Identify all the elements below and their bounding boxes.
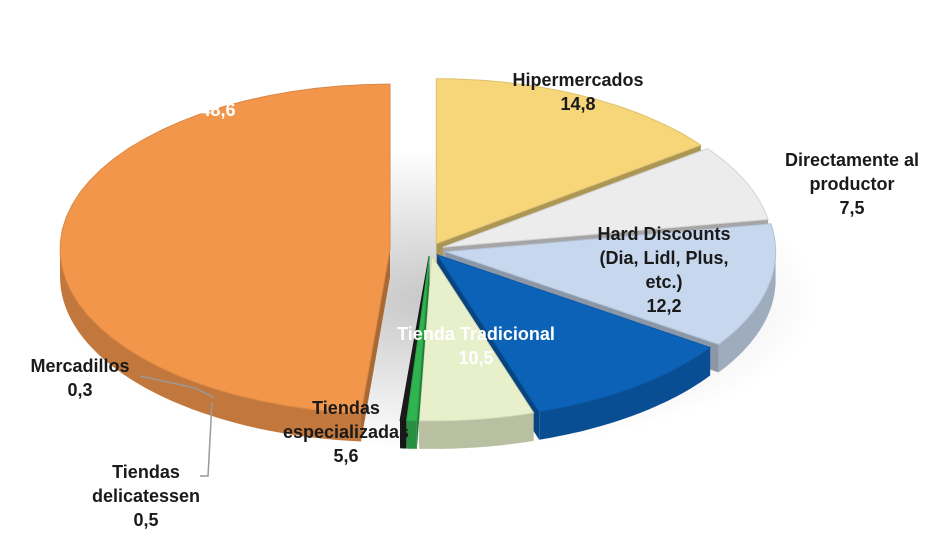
- slice-side: [406, 420, 417, 449]
- value-label: 0,5: [133, 510, 159, 530]
- category-label: Hipermercados: [512, 70, 644, 90]
- slice: [59, 83, 391, 415]
- data-label: Tiendas especializadas 5,6: [271, 396, 421, 468]
- value-label: 10,5: [458, 348, 494, 368]
- slice-side: [60, 249, 361, 442]
- slice-side: [539, 347, 711, 440]
- category-label: Supermercados: [149, 76, 287, 96]
- slice: [445, 223, 777, 345]
- leader-line: [139, 375, 216, 399]
- category-label: Tiendas delicatessen: [91, 462, 201, 506]
- slice: [442, 148, 769, 248]
- value-label: 7,5: [839, 198, 865, 218]
- data-label: Hipermercados 14,8: [478, 68, 678, 116]
- value-label: 48,6: [200, 100, 236, 120]
- slice-side: [718, 251, 776, 373]
- slice: [435, 253, 712, 413]
- data-label: Directamente al productor 7,5: [772, 148, 932, 220]
- data-label: Tiendas delicatessen 0,5: [76, 460, 216, 532]
- value-label: 0,3: [67, 380, 93, 400]
- slice-side: [419, 412, 534, 449]
- leader-line: [200, 401, 213, 477]
- slice: [418, 254, 535, 422]
- category-label: Directamente al productor: [784, 150, 920, 194]
- value-label: 12,2: [646, 296, 682, 316]
- slice: [399, 255, 430, 422]
- slice-side: [361, 249, 390, 442]
- category-label: Tienda Tradicional: [397, 324, 555, 344]
- slice-side: [400, 420, 407, 449]
- data-label: Supermercados 48,6: [108, 74, 328, 122]
- data-label: Mercadillos 0,3: [5, 354, 155, 402]
- category-label: Mercadillos: [30, 356, 130, 376]
- value-label: 14,8: [560, 94, 596, 114]
- category-label: Hard Discounts (Dia, Lidl, Plus, etc.): [597, 224, 731, 292]
- value-label: 5,6: [333, 446, 359, 466]
- data-label: Tienda Tradicional 10,5: [366, 322, 586, 370]
- category-label: Tiendas especializadas: [282, 398, 410, 442]
- slice: [406, 255, 430, 422]
- data-label: Hard Discounts (Dia, Lidl, Plus, etc.) 12…: [579, 222, 749, 318]
- slice: [435, 78, 702, 245]
